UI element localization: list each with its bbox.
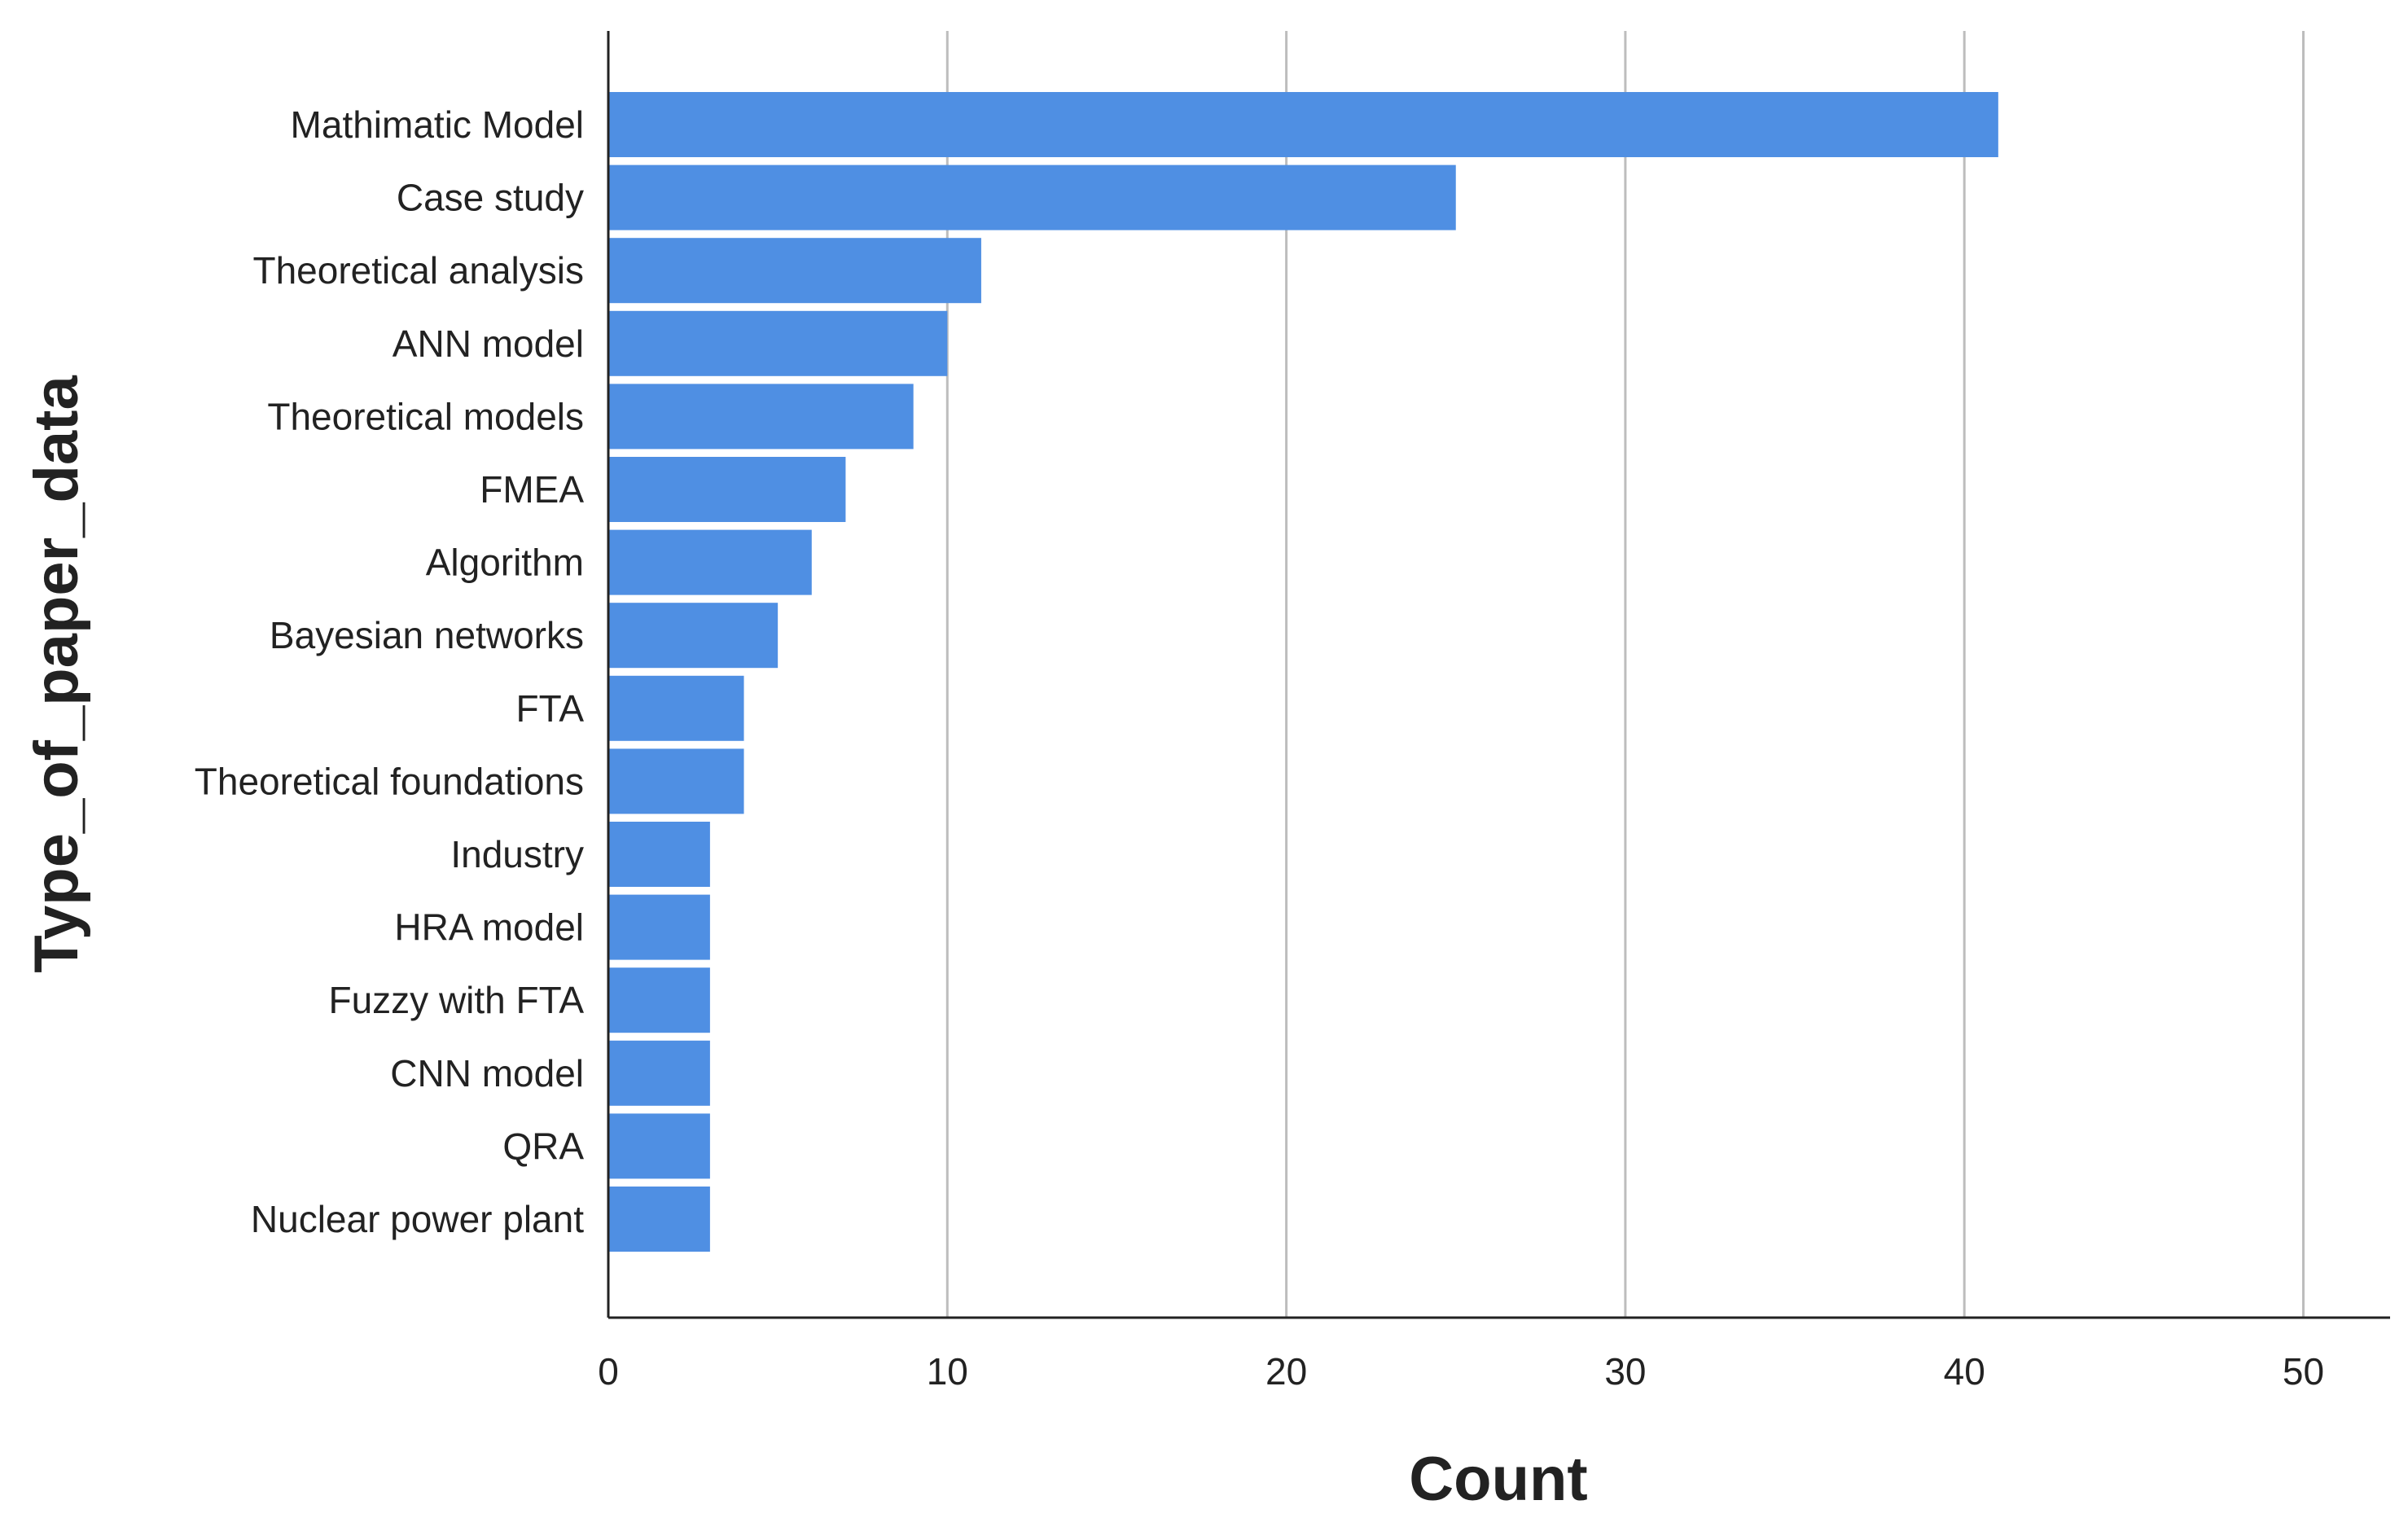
bar — [608, 92, 1998, 157]
x-tick-label: 20 — [1265, 1350, 1307, 1393]
category-label: Nuclear power plant — [251, 1198, 584, 1240]
bars — [608, 92, 1998, 1252]
category-label: QRA — [502, 1125, 584, 1167]
category-label: HRA model — [394, 906, 584, 949]
category-label: Theoretical foundations — [195, 760, 584, 802]
bar — [608, 1040, 710, 1106]
category-label: Industry — [450, 833, 584, 875]
y-axis-title: Type_of_paper_data — [22, 375, 91, 973]
x-tick-label: 10 — [927, 1350, 968, 1393]
category-label: ANN model — [393, 322, 584, 365]
x-tick-labels: 0 10 20 30 40 50 — [598, 1350, 2324, 1393]
bar — [608, 165, 1456, 230]
category-label: Theoretical models — [267, 395, 584, 437]
bar — [608, 310, 948, 376]
bar — [608, 675, 744, 741]
bar — [608, 1187, 710, 1252]
gridlines — [945, 31, 2305, 1318]
bar — [608, 822, 710, 887]
bar — [608, 1113, 710, 1179]
axes — [607, 31, 2390, 1319]
x-tick-label: 0 — [598, 1350, 619, 1393]
bar — [608, 748, 744, 814]
category-label: Fuzzy with FTA — [328, 979, 584, 1021]
bar — [608, 384, 914, 450]
category-label: FTA — [516, 687, 585, 730]
x-axis-title: Count — [1409, 1445, 1587, 1514]
category-label: Case study — [397, 177, 584, 219]
bar — [608, 457, 846, 522]
y-tick-labels: Mathimatic Model Case study Theoretical an… — [195, 103, 585, 1240]
bar — [608, 238, 981, 304]
category-label: Mathimatic Model — [291, 103, 584, 146]
bar — [608, 603, 779, 669]
x-tick-label: 30 — [1604, 1350, 1646, 1393]
category-label: FMEA — [480, 468, 584, 511]
x-tick-label: 40 — [1944, 1350, 1985, 1393]
bar — [608, 894, 710, 960]
category-label: Bayesian networks — [270, 614, 584, 656]
x-tick-label: 50 — [2283, 1350, 2324, 1393]
bar — [608, 967, 710, 1033]
category-label: Algorithm — [426, 542, 584, 584]
category-label: Theoretical analysis — [252, 249, 584, 292]
bar — [608, 529, 812, 595]
category-label: CNN model — [390, 1052, 584, 1095]
